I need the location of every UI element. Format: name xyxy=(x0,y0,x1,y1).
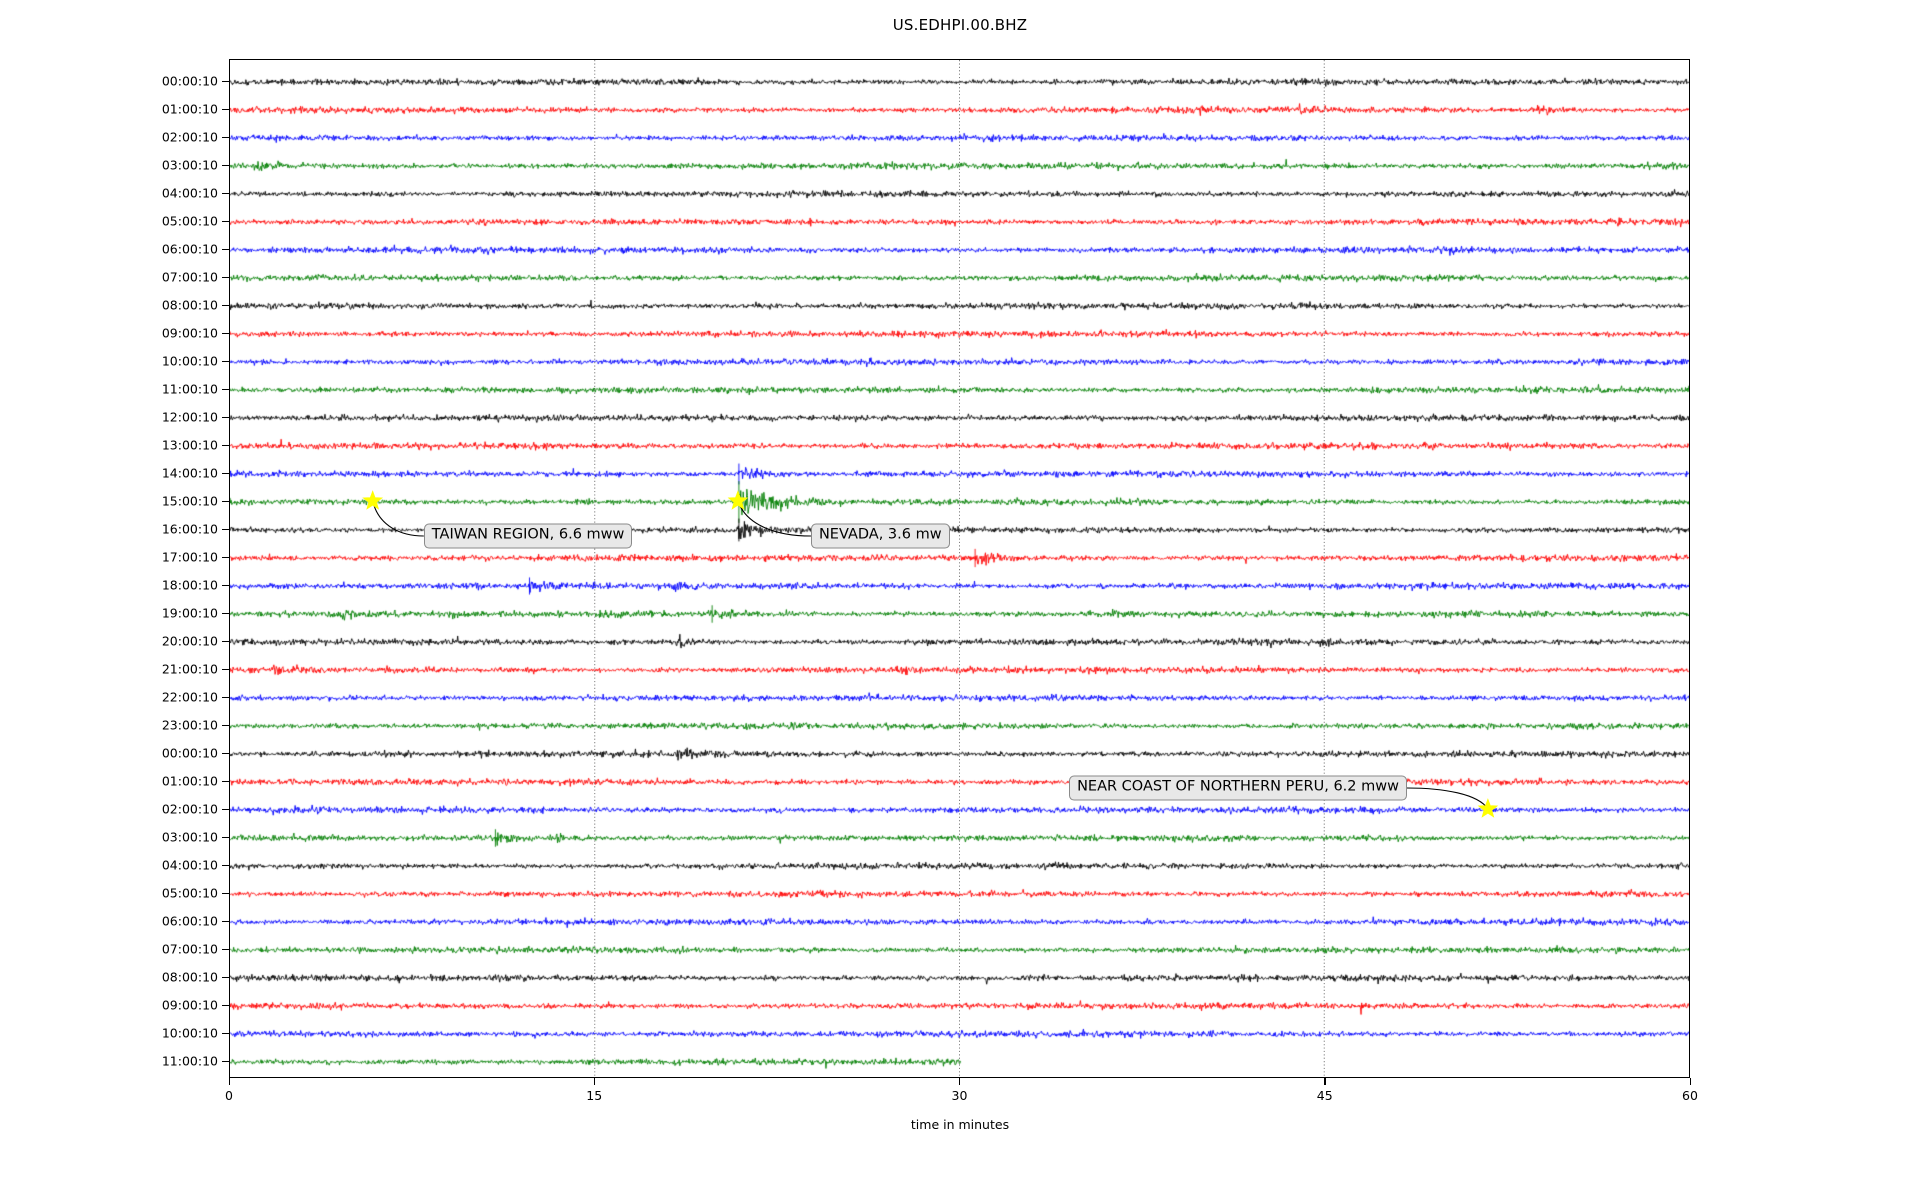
y-axis-tick-mark xyxy=(222,836,229,838)
y-axis-tick-label: 05:00:10 xyxy=(161,885,218,901)
page-title: US.EDHPI.00.BHZ xyxy=(892,16,1028,34)
y-axis-tick-label: 12:00:10 xyxy=(161,409,218,425)
x-axis-tick-label: 30 xyxy=(951,1088,968,1103)
y-axis-tick-mark xyxy=(222,808,229,810)
y-axis-tick-label: 20:00:10 xyxy=(161,633,218,649)
y-axis-tick-mark xyxy=(222,556,229,558)
y-axis-tick-label: 04:00:10 xyxy=(161,857,218,873)
y-axis-tick-mark xyxy=(222,640,229,642)
y-axis-tick-label: 09:00:10 xyxy=(161,997,218,1013)
y-axis-tick-mark xyxy=(222,724,229,726)
y-axis-tick-mark xyxy=(222,584,229,586)
y-axis-tick-label: 02:00:10 xyxy=(161,129,218,145)
y-axis-tick-mark xyxy=(222,948,229,950)
y-axis-tick-label: 07:00:10 xyxy=(161,941,218,957)
y-axis-tick-mark xyxy=(222,696,229,698)
y-axis-tick-label: 19:00:10 xyxy=(161,605,218,621)
y-axis-tick-label: 07:00:10 xyxy=(161,269,218,285)
y-axis-tick-label: 06:00:10 xyxy=(161,913,218,929)
y-axis-tick-label: 03:00:10 xyxy=(161,829,218,845)
x-axis-tick-label: 45 xyxy=(1316,1088,1333,1103)
y-axis-tick-mark xyxy=(222,248,229,250)
x-axis-tick-mark xyxy=(959,1078,961,1085)
event-annotation-label[interactable]: TAIWAN REGION, 6.6 mww xyxy=(423,523,633,549)
y-axis-tick-mark xyxy=(222,136,229,138)
y-axis-tick-mark xyxy=(222,332,229,334)
y-axis-tick-label: 10:00:10 xyxy=(161,353,218,369)
y-axis-tick-mark xyxy=(222,864,229,866)
y-axis-tick-mark xyxy=(222,164,229,166)
y-axis-tick-label: 13:00:10 xyxy=(161,437,218,453)
y-axis-tick-mark xyxy=(222,304,229,306)
y-axis-tick-mark xyxy=(222,192,229,194)
y-axis-tick-label: 00:00:10 xyxy=(161,73,218,89)
y-axis-tick-mark xyxy=(222,360,229,362)
event-annotation-label[interactable]: NEVADA, 3.6 mw xyxy=(810,523,950,549)
x-axis-tick-mark xyxy=(228,1078,230,1085)
y-axis-tick-label: 23:00:10 xyxy=(161,717,218,733)
y-axis-tick-mark xyxy=(222,752,229,754)
plot-area xyxy=(229,59,1690,1078)
y-axis-tick-mark xyxy=(222,1004,229,1006)
x-axis-tick-mark xyxy=(1689,1078,1691,1085)
y-axis-tick-label: 21:00:10 xyxy=(161,661,218,677)
y-axis-tick-label: 06:00:10 xyxy=(161,241,218,257)
x-axis-label: time in minutes xyxy=(910,1117,1010,1132)
x-axis-tick-label: 60 xyxy=(1682,1088,1698,1103)
y-axis-tick-mark xyxy=(222,276,229,278)
y-axis-tick-mark xyxy=(222,780,229,782)
y-axis-tick-mark xyxy=(222,388,229,390)
y-axis-tick-label: 18:00:10 xyxy=(161,577,218,593)
y-axis-tick-mark xyxy=(222,976,229,978)
y-axis-tick-label: 09:00:10 xyxy=(161,325,218,341)
y-axis-tick-label: 01:00:10 xyxy=(161,773,218,789)
y-axis-tick-label: 00:00:10 xyxy=(161,745,218,761)
x-axis-tick-mark xyxy=(593,1078,596,1085)
y-axis-tick-mark xyxy=(222,1060,229,1062)
y-axis-tick-mark xyxy=(222,612,229,614)
x-axis-tick-label: 0 xyxy=(225,1088,233,1103)
y-axis-tick-label: 01:00:10 xyxy=(161,101,218,117)
y-axis-tick-mark xyxy=(222,500,229,502)
y-axis-tick-mark xyxy=(222,444,229,446)
y-axis-tick-label: 02:00:10 xyxy=(161,801,218,817)
x-axis-tick-label: 15 xyxy=(586,1088,603,1103)
y-axis-tick-label: 04:00:10 xyxy=(161,185,218,201)
y-axis-tick-label: 17:00:10 xyxy=(161,549,218,565)
y-axis-tick-mark xyxy=(222,80,229,82)
y-axis-tick-label: 10:00:10 xyxy=(161,1025,218,1041)
event-annotation-label[interactable]: NEAR COAST OF NORTHERN PERU, 6.2 mww xyxy=(1069,775,1407,801)
y-axis-tick-label: 03:00:10 xyxy=(161,157,218,173)
y-axis-tick-mark xyxy=(222,472,229,474)
y-axis-tick-label: 08:00:10 xyxy=(161,969,218,985)
y-axis-tick-label: 14:00:10 xyxy=(161,465,218,481)
y-axis-tick-label: 16:00:10 xyxy=(161,521,218,537)
y-axis-tick-mark xyxy=(222,668,229,670)
y-axis-tick-label: 11:00:10 xyxy=(161,1053,218,1069)
y-axis-tick-mark xyxy=(222,528,229,530)
y-axis-tick-label: 08:00:10 xyxy=(161,297,218,313)
y-axis-tick-mark xyxy=(222,416,229,418)
y-axis-tick-mark xyxy=(222,108,229,110)
seismic-trace-canvas xyxy=(230,60,1689,1077)
y-axis-tick-label: 05:00:10 xyxy=(161,213,218,229)
y-axis-tick-mark xyxy=(222,1032,229,1034)
y-axis-tick-label: 11:00:10 xyxy=(161,381,218,397)
y-axis-tick-mark xyxy=(222,920,229,922)
y-axis-tick-label: 22:00:10 xyxy=(161,689,218,705)
y-axis-tick-label: 15:00:10 xyxy=(161,493,218,509)
y-axis-tick-mark xyxy=(222,220,229,222)
x-axis-tick-mark xyxy=(1324,1078,1326,1085)
y-axis-tick-mark xyxy=(222,892,229,894)
